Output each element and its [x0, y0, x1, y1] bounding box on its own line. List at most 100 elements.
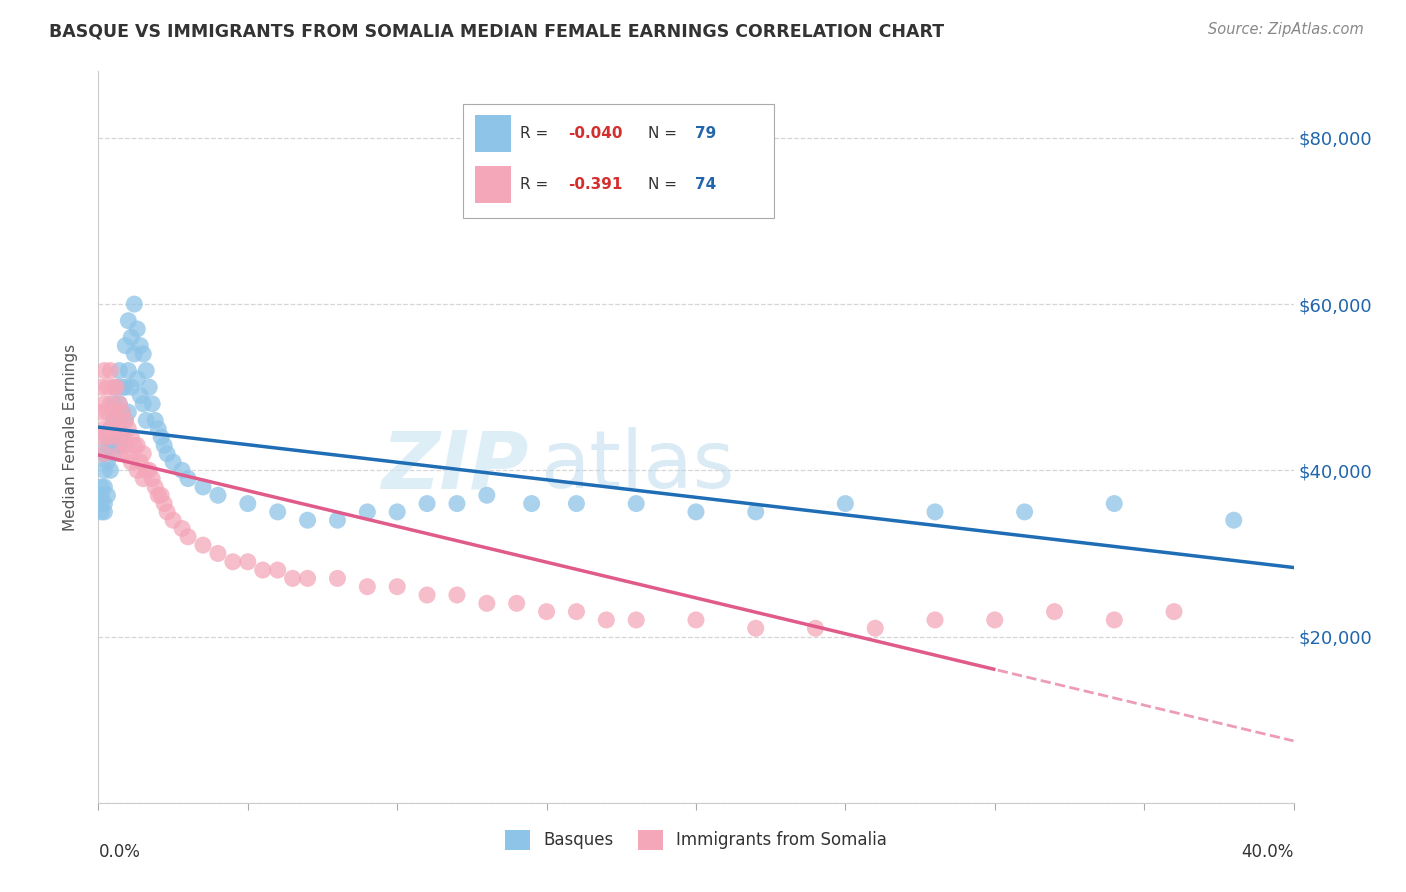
Point [385, 505, 409, 519]
Point [150, 430, 173, 444]
Point [143, 480, 166, 494]
Point [120, 455, 142, 469]
Point [1014, 505, 1036, 519]
Point [120, 330, 142, 344]
Point [446, 588, 468, 602]
Point [745, 505, 768, 519]
FancyBboxPatch shape [463, 104, 773, 218]
Point [96, 430, 118, 444]
Point [98, 422, 122, 436]
Point [326, 513, 349, 527]
Point [114, 413, 136, 427]
Point [156, 505, 179, 519]
Point [93, 497, 115, 511]
Point [105, 430, 128, 444]
Point [141, 472, 163, 486]
Point [385, 580, 409, 594]
Bar [475, 115, 510, 152]
Point [252, 563, 274, 577]
Point [103, 380, 125, 394]
Point [103, 430, 125, 444]
Text: Source: ZipAtlas.com: Source: ZipAtlas.com [1208, 22, 1364, 37]
Text: 0.0%: 0.0% [98, 843, 141, 861]
Point [103, 405, 125, 419]
Point [103, 447, 125, 461]
Point [281, 571, 304, 585]
Point [117, 422, 139, 436]
Point [90, 430, 112, 444]
Point [103, 413, 125, 427]
Point [93, 422, 115, 436]
Point [267, 563, 290, 577]
Point [111, 380, 134, 394]
Point [93, 463, 115, 477]
Point [98, 463, 122, 477]
Point [865, 621, 887, 635]
Point [96, 430, 118, 444]
Point [236, 497, 259, 511]
Point [111, 430, 134, 444]
Point [129, 388, 152, 402]
Point [114, 380, 136, 394]
Point [120, 380, 142, 394]
Point [124, 297, 146, 311]
Point [191, 480, 214, 494]
Point [108, 397, 131, 411]
Point [172, 463, 194, 477]
Point [93, 447, 115, 461]
Point [103, 397, 125, 411]
Point [105, 380, 128, 394]
Point [129, 338, 152, 352]
Point [132, 347, 155, 361]
Point [565, 605, 588, 619]
Y-axis label: Median Female Earnings: Median Female Earnings [63, 343, 77, 531]
Point [148, 422, 170, 436]
Point [96, 380, 118, 394]
Point [108, 438, 131, 452]
Point [191, 538, 214, 552]
Point [90, 480, 112, 494]
Point [626, 613, 648, 627]
Text: BASQUE VS IMMIGRANTS FROM SOMALIA MEDIAN FEMALE EARNINGS CORRELATION CHART: BASQUE VS IMMIGRANTS FROM SOMALIA MEDIAN… [49, 22, 945, 40]
Point [446, 497, 468, 511]
Point [111, 405, 134, 419]
Point [129, 455, 152, 469]
Text: 79: 79 [695, 126, 716, 141]
Point [685, 505, 707, 519]
Point [520, 497, 543, 511]
Point [475, 596, 498, 610]
Point [595, 613, 617, 627]
Legend: Basques, Immigrants from Somalia: Basques, Immigrants from Somalia [498, 823, 894, 856]
Point [834, 497, 856, 511]
Point [138, 380, 160, 394]
Text: R =: R = [520, 178, 558, 193]
Point [108, 422, 131, 436]
Point [93, 363, 115, 377]
Point [96, 488, 118, 502]
Text: -0.391: -0.391 [568, 178, 623, 193]
Text: N =: N = [648, 126, 682, 141]
Point [135, 413, 157, 427]
Point [506, 596, 529, 610]
Point [135, 363, 157, 377]
Point [1043, 605, 1066, 619]
Point [297, 513, 319, 527]
Point [135, 463, 157, 477]
Text: 40.0%: 40.0% [1241, 843, 1294, 861]
Point [117, 447, 139, 461]
Point [127, 372, 149, 386]
Point [138, 463, 160, 477]
Point [356, 580, 378, 594]
Point [117, 405, 139, 419]
Point [150, 488, 173, 502]
Point [207, 488, 229, 502]
Point [90, 405, 112, 419]
Point [114, 338, 136, 352]
Point [162, 455, 184, 469]
Point [153, 438, 176, 452]
Point [93, 505, 115, 519]
Point [105, 405, 128, 419]
Point [124, 438, 146, 452]
Text: ZIP: ZIP [381, 427, 529, 506]
Point [416, 497, 439, 511]
